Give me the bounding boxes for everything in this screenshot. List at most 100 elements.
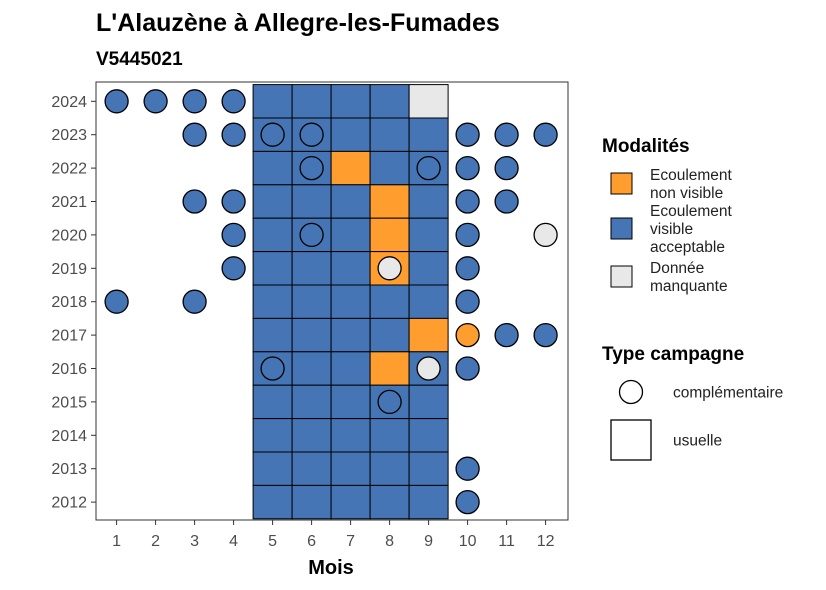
usuelle-cell [252, 84, 293, 119]
complementaire-point [494, 322, 519, 348]
usuelle-cell [330, 217, 371, 253]
complementaire-point [299, 122, 324, 147]
complementaire-point [455, 456, 480, 481]
usuelle-cell [291, 184, 332, 219]
usuelle-cell [252, 484, 293, 520]
complementaire-point [455, 122, 480, 147]
usuelle-cells [252, 84, 449, 520]
complementaire-point [377, 256, 402, 281]
usuelle-cell [408, 184, 449, 219]
usuelle-cell [330, 317, 371, 353]
legend-campagnes: complémentaire usuelle [610, 379, 783, 461]
chart-title: L'Alauzène à Allegre-les-Fumades [96, 9, 500, 37]
y-tick-label: 2020 [51, 227, 87, 244]
x-tick-label: 5 [268, 533, 277, 550]
usuelle-cell [408, 117, 449, 152]
x-axis-title: Mois [308, 557, 354, 579]
y-tick-label: 2021 [51, 194, 87, 211]
complementaire-point [299, 155, 324, 181]
usuelle-cell [291, 317, 332, 353]
complementaire-point [494, 189, 519, 214]
legend-swatch [610, 265, 633, 288]
complementaire-point [533, 222, 558, 248]
usuelle-cell [369, 351, 410, 386]
usuelle-cell [408, 251, 449, 286]
x-tick-label: 4 [229, 533, 238, 550]
y-axis: 2012 2013 2014 2015 2016 2017 2018 2019 2020 2021… [51, 94, 96, 512]
usuelle-cell [369, 217, 410, 253]
usuelle-cell [330, 484, 371, 520]
complementaire-point [221, 122, 246, 147]
x-axis: 1 2 3 4 5 6 7 8 9 10 11 12 [112, 520, 555, 550]
legend-label: Ecoulement [650, 167, 733, 184]
usuelle-cell [291, 418, 332, 453]
usuelle-cell [408, 284, 449, 319]
usuelle-cell [252, 317, 293, 353]
usuelle-cell [369, 484, 410, 520]
legend-circle-key [618, 379, 644, 405]
usuelle-cell [330, 384, 371, 420]
usuelle-cell [330, 150, 371, 186]
complementaire-point [455, 356, 480, 381]
complementaire-point [416, 155, 441, 181]
complementaire-point [260, 356, 285, 381]
usuelle-cell [369, 451, 410, 486]
x-tick-label: 3 [190, 533, 199, 550]
complementaire-point [221, 222, 246, 248]
complementaire-point [494, 155, 519, 181]
complementaire-point [533, 322, 558, 348]
complementaire-point [533, 122, 558, 147]
usuelle-cell [291, 251, 332, 286]
legend-label: Ecoulement [650, 203, 733, 220]
usuelle-cell [291, 84, 332, 119]
complementaire-point [455, 289, 480, 314]
complementaire-point [182, 189, 207, 214]
legend-square-key [610, 419, 652, 461]
legend-label: complémentaire [673, 385, 783, 402]
usuelle-cell [291, 284, 332, 319]
complementaire-point [182, 289, 207, 314]
usuelle-cell [408, 317, 449, 353]
usuelle-cell [330, 117, 371, 152]
complementaire-point [221, 89, 246, 114]
legend-label: usuelle [673, 433, 722, 450]
complementaire-point [182, 89, 207, 114]
complementaire-point [143, 89, 168, 114]
usuelle-cell [408, 451, 449, 486]
usuelle-cell [330, 418, 371, 453]
usuelle-cell [291, 451, 332, 486]
usuelle-cell [369, 84, 410, 119]
usuelle-cell [291, 384, 332, 420]
usuelle-cell [330, 251, 371, 286]
x-tick-label: 8 [385, 533, 394, 550]
y-tick-label: 2023 [51, 127, 87, 144]
legend-label: non visible [650, 185, 723, 202]
usuelle-cell [330, 451, 371, 486]
legend-campagne-title: Type campagne [602, 344, 744, 365]
complementaire-point [455, 489, 480, 515]
y-tick-label: 2017 [51, 328, 87, 345]
y-tick-label: 2014 [51, 428, 87, 445]
complementaire-point [455, 189, 480, 214]
complementaire-point [221, 256, 246, 281]
y-tick-label: 2015 [51, 394, 87, 411]
chart-subtitle: V5445021 [96, 49, 183, 70]
usuelle-cell [369, 317, 410, 353]
usuelle-cell [408, 217, 449, 253]
y-tick-label: 2016 [51, 361, 87, 378]
complementaire-point [494, 122, 519, 147]
usuelle-cell [252, 251, 293, 286]
x-tick-label: 6 [307, 533, 316, 550]
y-tick-label: 2018 [51, 294, 87, 311]
plot-area [95, 81, 569, 521]
usuelle-cell [252, 217, 293, 253]
complementaire-point [455, 155, 480, 181]
usuelle-cell [291, 484, 332, 520]
usuelle-cell [252, 284, 293, 319]
x-tick-label: 12 [537, 533, 555, 550]
complementaire-point [455, 222, 480, 248]
usuelle-cell [330, 284, 371, 319]
